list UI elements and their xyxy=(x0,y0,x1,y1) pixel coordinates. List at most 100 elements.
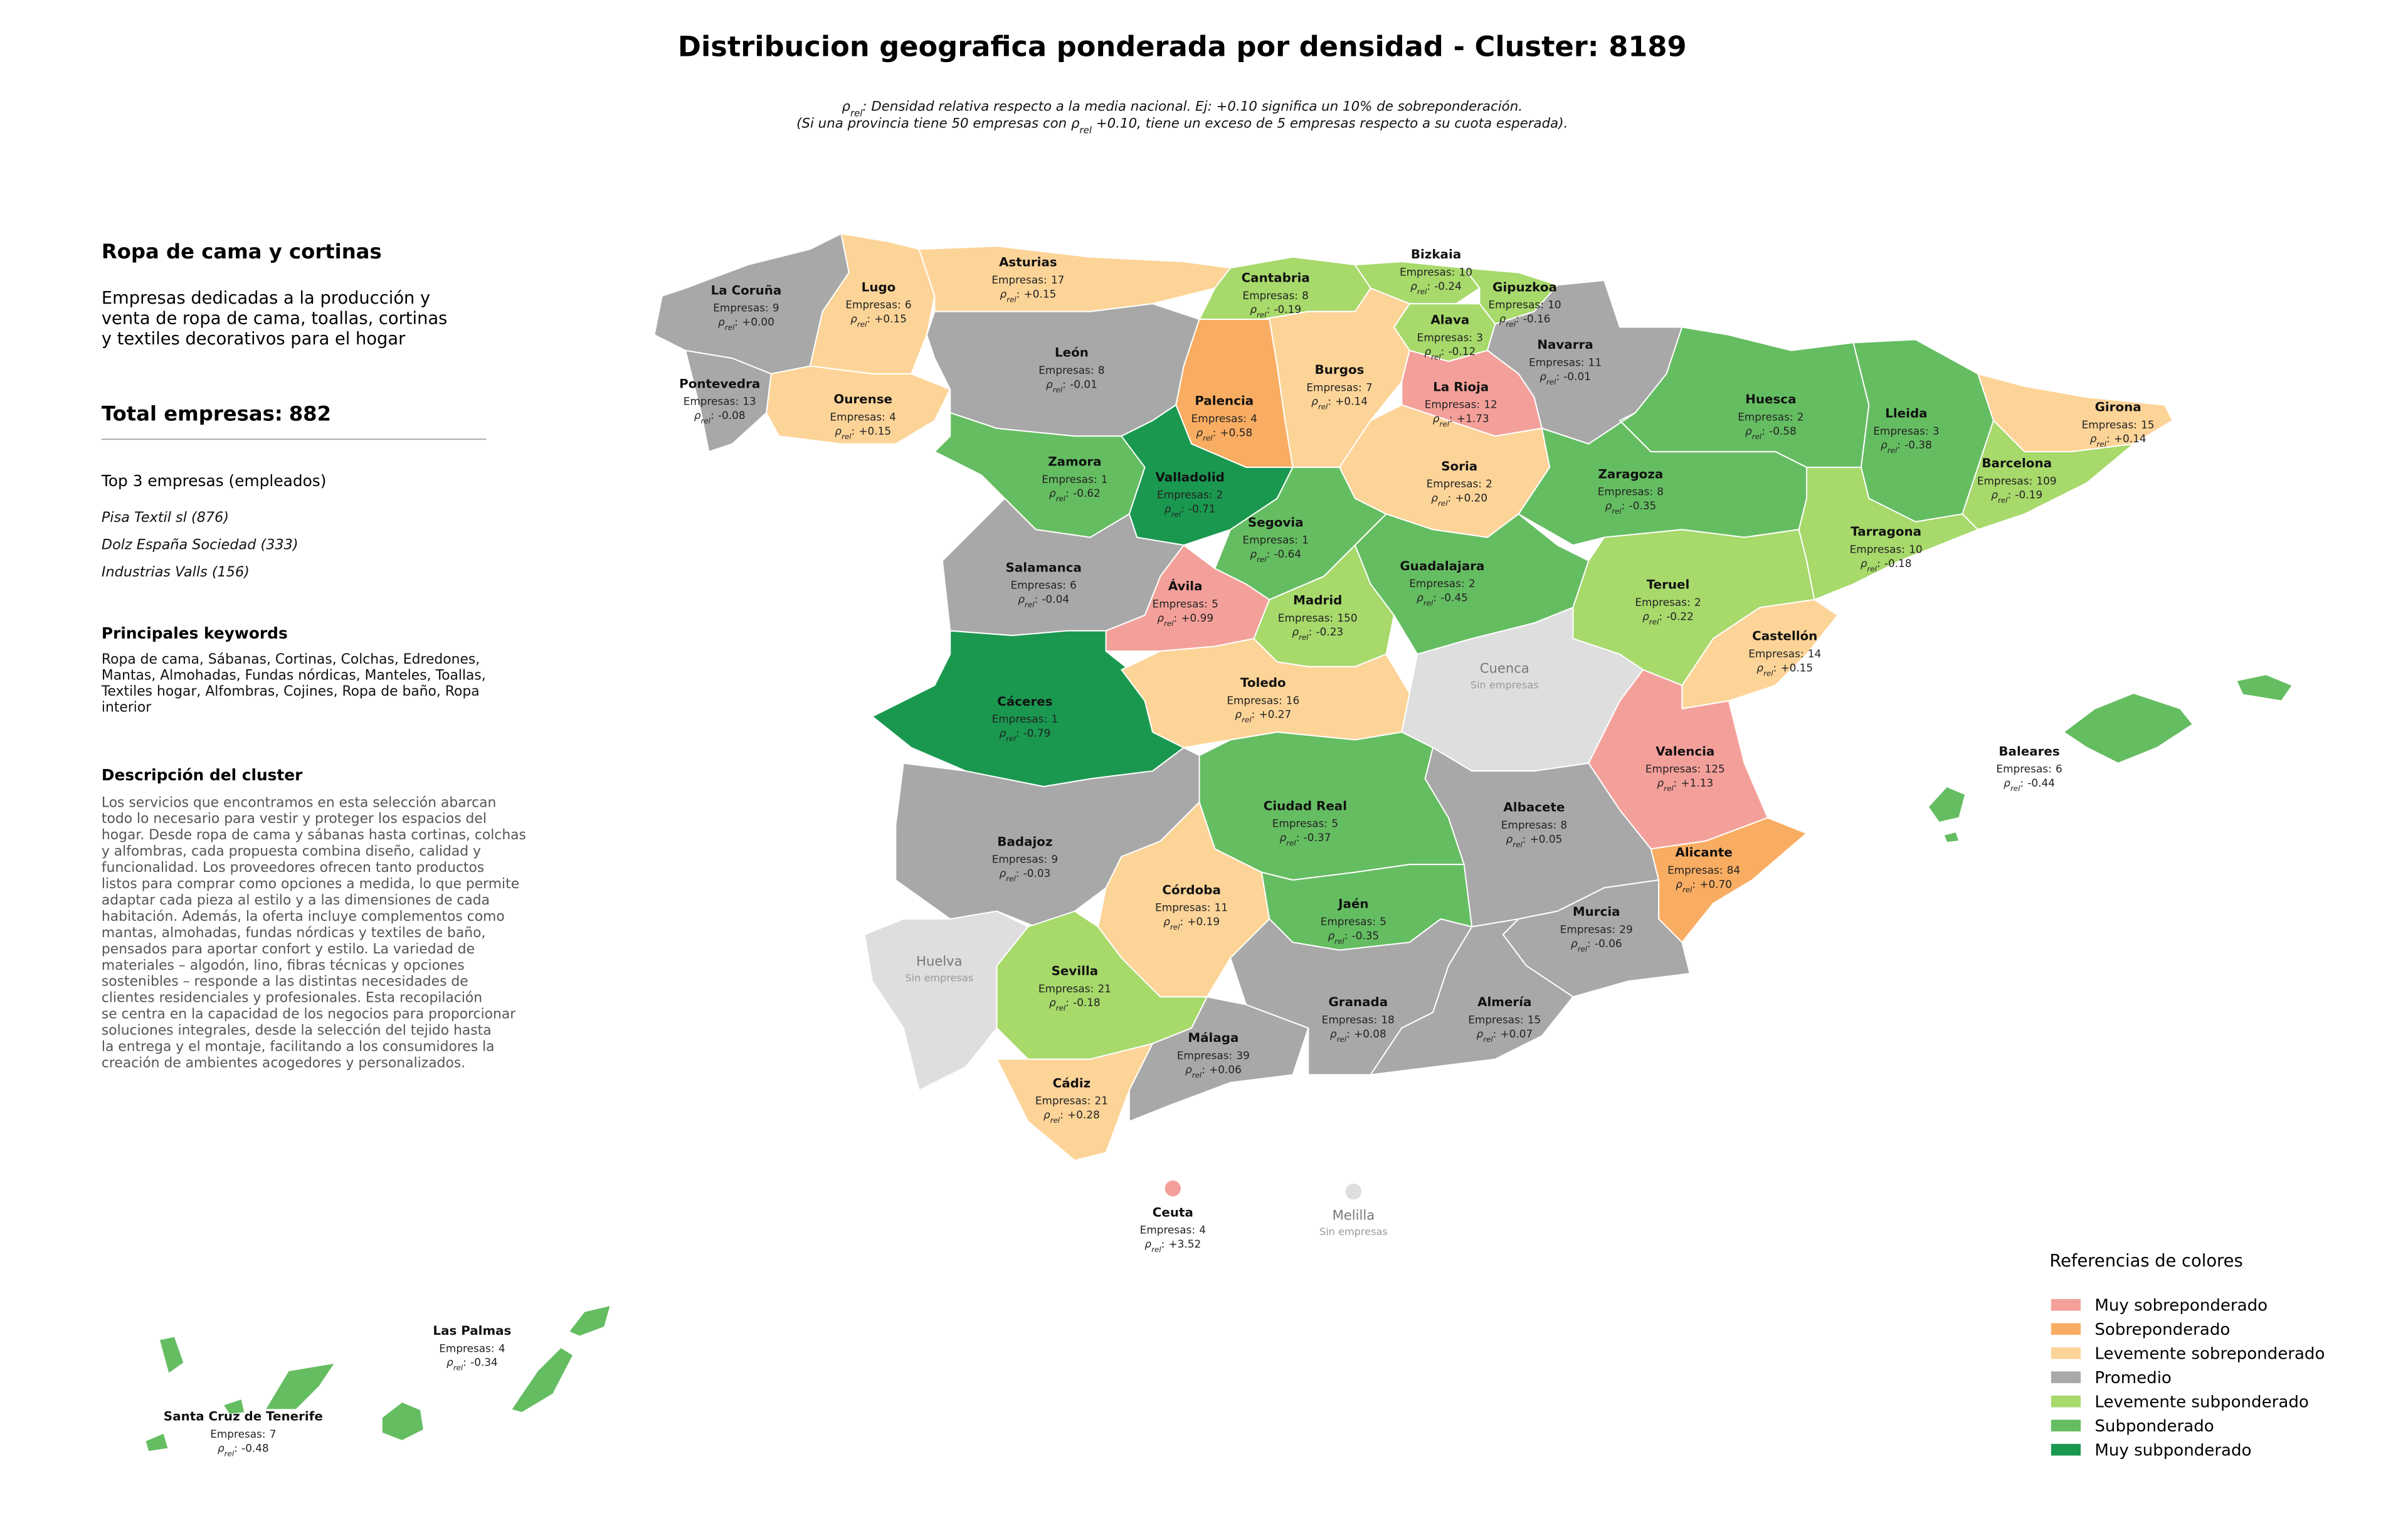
empresas-label: Empresas: xyxy=(1560,923,1615,935)
empresas-value: 10 xyxy=(1548,299,1561,311)
rho-value: +0.28 xyxy=(1067,1108,1100,1121)
no-data-label: Sin empresas xyxy=(1471,679,1539,691)
province-empresas: Empresas: 3 xyxy=(1873,425,1939,437)
rho-separator: : xyxy=(1761,425,1765,437)
empresas-label: Empresas: xyxy=(992,853,1047,866)
province-name: Almería xyxy=(1477,995,1531,1009)
province-name: Lugo xyxy=(862,280,896,294)
rho-value: -0.23 xyxy=(1316,625,1344,638)
rho-symbol: ρ xyxy=(850,312,857,325)
empresas-value: 4 xyxy=(889,410,896,423)
rho-value: +0.19 xyxy=(1187,915,1220,928)
rho-separator: : xyxy=(1267,303,1270,316)
empresas-value: 2 xyxy=(1797,410,1804,423)
rho-value: +0.58 xyxy=(1220,426,1252,438)
province-empresas: Empresas: 1 xyxy=(1243,534,1309,546)
legend-label: Promedio xyxy=(2094,1369,2172,1387)
rho-separator: : xyxy=(1065,996,1069,1009)
province-rho: ρrel: -0.38 xyxy=(1881,438,1932,455)
legend-swatch xyxy=(2051,1347,2081,1359)
rho-subscript: rel xyxy=(1612,507,1622,516)
province-name: Valencia xyxy=(1656,744,1714,758)
cluster-line: clientes residenciales y profesionales. … xyxy=(102,990,482,1006)
province-rho: ρrel: +0.58 xyxy=(1196,426,1252,442)
empresas-value: 11 xyxy=(1215,901,1228,914)
province-empresas: Empresas: 12 xyxy=(1425,398,1497,411)
rho-symbol: ρ xyxy=(1433,412,1440,425)
rho-subscript: rel xyxy=(1050,1116,1060,1125)
rho-value: +0.15 xyxy=(1780,661,1813,674)
rho-subscript: rel xyxy=(1170,923,1180,931)
province-name: Córdoba xyxy=(1162,883,1221,897)
province-empresas: Empresas: 2 xyxy=(1427,477,1492,490)
province-name: Santa Cruz de Tenerife xyxy=(164,1409,323,1424)
empresas-label: Empresas: xyxy=(1850,543,1905,556)
cluster-heading: Descripción del cluster xyxy=(102,766,303,784)
empresas-label: Empresas: xyxy=(1042,473,1097,485)
empresas-value: 5 xyxy=(1380,915,1386,928)
rho-separator: : xyxy=(1427,280,1430,292)
rho-symbol: ρ xyxy=(2090,432,2097,445)
subtitle-text: (Si una provincia tiene 50 empresas con … xyxy=(796,116,1080,132)
rho-value: -0.62 xyxy=(1073,487,1101,499)
rho-subscript: rel xyxy=(2096,440,2106,448)
province-shape xyxy=(918,245,1232,312)
empresas-label: Empresas: xyxy=(439,1342,494,1354)
rho-separator: : xyxy=(1267,548,1270,560)
rho-value: +0.15 xyxy=(1024,287,1057,300)
empresas-value: 21 xyxy=(1097,982,1111,995)
rho-symbol: ρ xyxy=(1756,661,1763,674)
keywords-heading: Principales keywords xyxy=(102,624,288,642)
subtitle: (Si una provincia tiene 50 empresas con … xyxy=(796,116,1568,136)
rho-separator: : xyxy=(1523,832,1526,845)
rho-subscript: rel xyxy=(1513,840,1523,849)
provinces xyxy=(144,233,2293,1453)
province-empresas: Empresas: 4 xyxy=(1140,1224,1206,1236)
rho-subscript: rel xyxy=(1867,565,1877,573)
rho-subscript: rel xyxy=(1334,936,1344,945)
province-empresas: Empresas: 4 xyxy=(1191,412,1257,425)
rho-value: -0.19 xyxy=(2015,489,2042,501)
rho-symbol: ρ xyxy=(1605,499,1612,512)
empresas-label: Empresas: xyxy=(1667,864,1723,876)
empresas-value: 84 xyxy=(1727,864,1740,876)
rho-subscript: rel xyxy=(1417,287,1427,296)
rho-separator: : xyxy=(1016,727,1020,740)
province-empresas: Empresas: 7 xyxy=(1306,381,1372,393)
province-empresas: Empresas: 150 xyxy=(1278,612,1358,624)
cluster-line: pensados para aportar confort y estilo. … xyxy=(102,942,475,957)
rho-separator: : xyxy=(2106,432,2110,445)
legend-swatch xyxy=(2051,1419,2081,1432)
rho-value: +0.15 xyxy=(858,425,891,437)
province-name: Ceuta xyxy=(1153,1205,1193,1219)
empresas-label: Empresas: xyxy=(1038,982,1094,995)
province-rho: ρrel: -0.08 xyxy=(694,409,746,425)
rho-symbol: ρ xyxy=(1881,438,1888,451)
empresas-label: Empresas: xyxy=(1272,817,1328,830)
rho-symbol: ρ xyxy=(1046,378,1053,390)
province-name: Valladolid xyxy=(1155,470,1224,484)
province-name: Burgos xyxy=(1315,363,1365,377)
province-rho: ρrel: -0.03 xyxy=(1000,867,1051,883)
rho-subscript: rel xyxy=(1318,403,1328,411)
rho-separator: : xyxy=(1180,915,1183,928)
empresas-label: Empresas: xyxy=(1322,1013,1377,1026)
rho-separator: : xyxy=(1659,610,1662,622)
rho-value: -0.24 xyxy=(1434,280,1462,292)
rho-subscript: rel xyxy=(1483,1035,1493,1044)
province-name: Guadalajara xyxy=(1400,559,1484,573)
cluster-line: soluciones integrales, desde la selecció… xyxy=(102,1023,492,1039)
rho-separator: : xyxy=(1201,1063,1205,1076)
rho-symbol: ρ xyxy=(1163,915,1170,928)
province-name: Granada xyxy=(1329,995,1388,1009)
empresas-label: Empresas: xyxy=(1038,364,1094,376)
province-name: Gipuzkoa xyxy=(1492,280,1557,294)
rho-symbol: ρ xyxy=(1499,312,1506,325)
rho-symbol: ρ xyxy=(1330,1027,1337,1040)
rho-subscript: rel xyxy=(1164,619,1174,628)
rho-value: -0.01 xyxy=(1563,370,1591,383)
empresas-label: Empresas: xyxy=(1501,819,1556,831)
province-name: Ciudad Real xyxy=(1264,798,1347,813)
province-empresas: Empresas: 4 xyxy=(439,1342,505,1354)
rho-symbol: ρ xyxy=(1657,777,1664,789)
